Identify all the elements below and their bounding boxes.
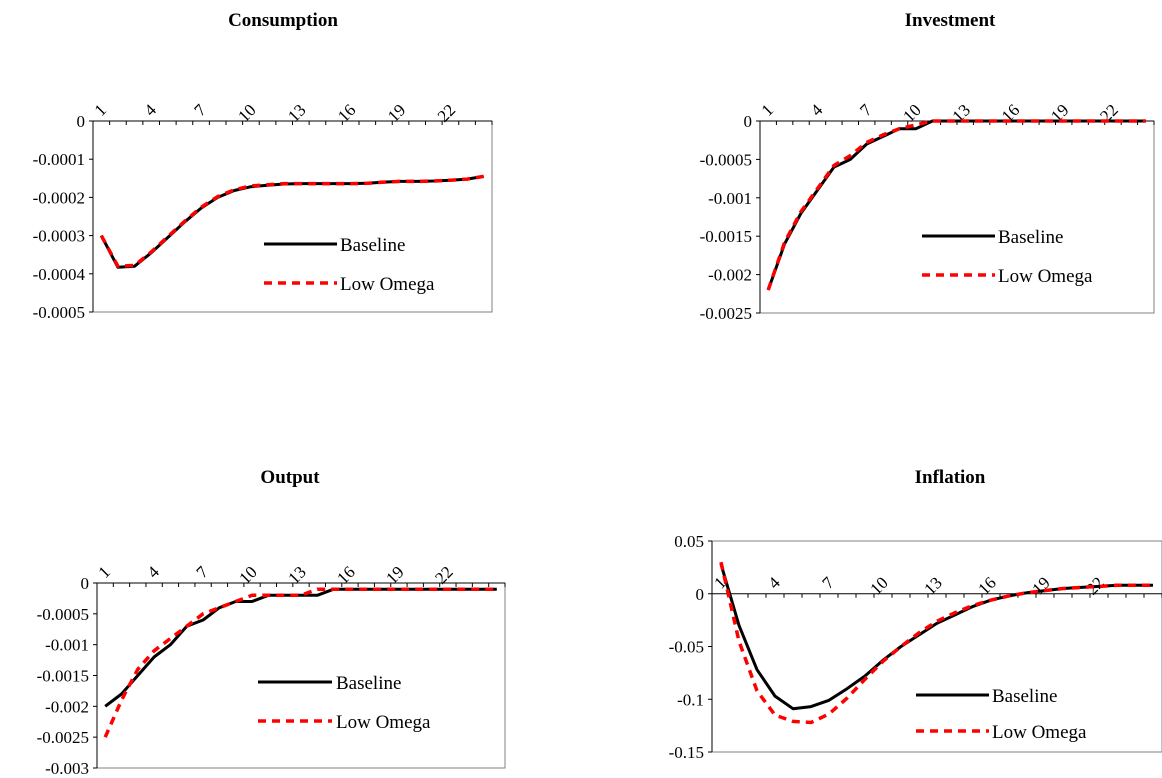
chart-title: Output [260,467,320,488]
x-tick-label: 7 [190,100,210,120]
x-tick-label: 10 [866,573,891,598]
x-tick-label: 7 [192,562,212,582]
series-line-low-omega [719,561,1153,725]
y-tick-label: -0.1 [677,690,704,709]
x-tick-label: 13 [920,573,945,598]
chart-consumption: Consumption 0 -0.0001 -0.0002 -0.0003 -0.0004… [33,10,493,322]
chart-title: Consumption [228,10,338,31]
chart-investment: Investment 0 -0.0005 -0.001 -0.0015 -0.002 -0.… [700,10,1155,323]
x-tick-label: 4 [764,573,784,593]
y-tick-label: -0.001 [45,636,89,655]
x-tick-label: 22 [431,562,456,587]
x-tick-label: 4 [807,100,827,120]
x-tick-label: 10 [235,562,260,587]
y-tick-label: 0 [696,585,705,604]
x-tick-label: 13 [284,100,309,125]
y-tick-label: -0.0002 [33,188,85,207]
legend-label-baseline: Baseline [992,686,1057,707]
x-tick-label: 1 [758,100,777,119]
series-line-baseline [104,587,497,708]
series-line-baseline [719,563,1153,711]
legend-label-baseline: Baseline [336,673,401,694]
legend-label-low-omega: Low Omega [340,274,435,295]
legend-label-baseline: Baseline [340,235,405,256]
plot-area-border [759,120,1155,314]
x-tick-label: 19 [384,100,409,125]
y-tick-label: -0.0001 [33,150,85,169]
series-line-low-omega [766,119,1146,291]
x-tick-label: 7 [856,100,876,120]
legend-label-baseline: Baseline [998,227,1063,248]
series-line-baseline [99,174,484,269]
chart-title: Inflation [915,467,986,488]
y-tick-label: -0.0025 [700,304,752,323]
series-line-baseline [766,119,1146,291]
plot-area-border [711,540,1162,753]
y-tick-label: -0.0003 [33,227,85,246]
x-tick-label: 10 [234,100,259,125]
x-tick-label: 19 [382,562,407,587]
y-tick-label: 0.05 [674,532,704,551]
y-tick-label: -0.05 [669,638,704,657]
x-tick-label: 13 [284,562,309,587]
x-tick-label: 1 [91,100,110,119]
x-tick-label: 1 [95,562,114,581]
x-tick-label: 16 [334,100,359,125]
series-line-low-omega [103,587,497,738]
x-tick-label: 4 [144,562,164,582]
y-tick-label: -0.0005 [33,303,85,322]
plot-area-border [96,582,506,769]
legend: Baseline Low Omega [916,686,1087,743]
y-tick-label: -0.002 [708,266,752,285]
x-tick-label: 22 [434,100,459,125]
y-tick-label: -0.0004 [33,265,86,284]
legend-label-low-omega: Low Omega [992,722,1087,743]
y-tick-label: 0 [81,574,90,593]
legend: Baseline Low Omega [922,227,1093,287]
legend-label-low-omega: Low Omega [998,266,1093,287]
chart-output: Output 0 -0.0005 -0.001 -0.0015 -0.002 -0.0025… [37,467,506,778]
y-tick-label: -0.0015 [37,667,89,686]
legend: Baseline Low Omega [258,673,431,733]
x-tick-label: 4 [141,100,161,120]
chart-title: Investment [905,10,996,31]
y-tick-label: -0.001 [708,189,752,208]
legend-label-low-omega: Low Omega [336,712,431,733]
y-tick-label: 0 [744,112,753,131]
legend: Baseline Low Omega [264,235,435,295]
y-tick-label: -0.0005 [700,150,752,169]
x-tick-label: 19 [1028,573,1053,598]
y-tick-label: -0.15 [669,743,704,762]
series-line-low-omega [99,174,484,268]
y-tick-label: -0.0025 [37,728,89,747]
y-tick-label: -0.0005 [37,605,89,624]
x-tick-label: 16 [974,573,999,598]
x-tick-label: 7 [818,573,838,593]
y-tick-label: 0 [77,112,86,131]
y-tick-label: -0.0015 [700,227,752,246]
x-tick-label: 16 [333,562,358,587]
y-tick-label: -0.003 [45,759,89,778]
y-tick-label: -0.002 [45,697,89,716]
